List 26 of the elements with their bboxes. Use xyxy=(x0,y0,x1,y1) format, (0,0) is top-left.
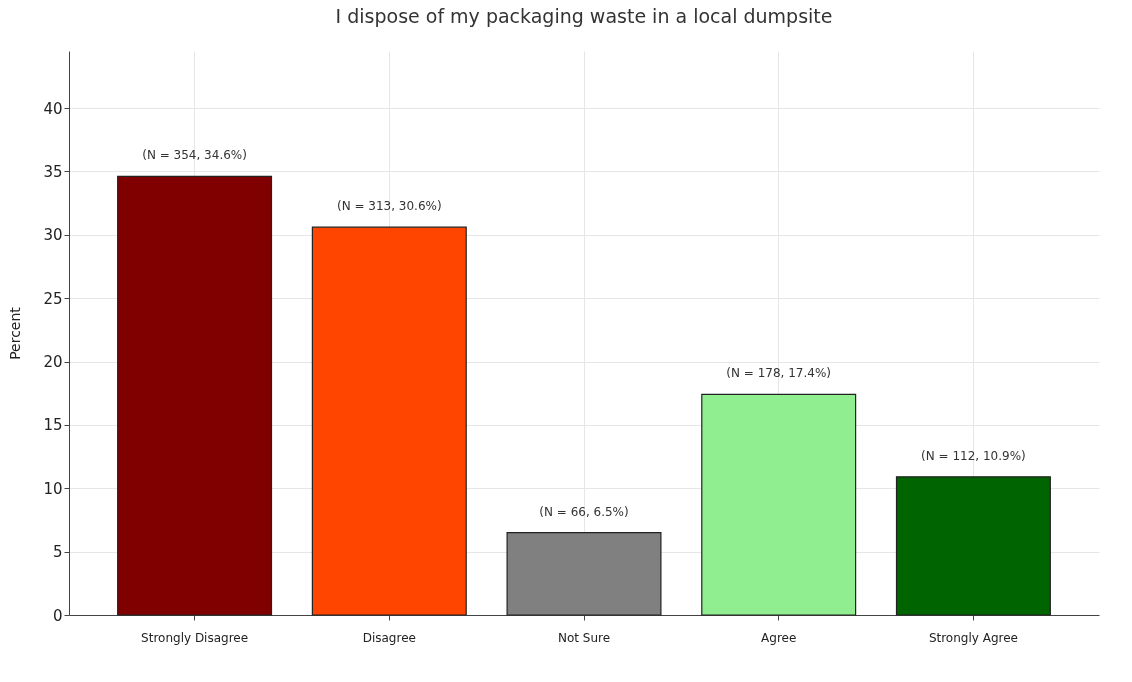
bar xyxy=(895,476,1051,616)
bar xyxy=(506,532,662,616)
y-tick-label: 15 xyxy=(43,416,63,435)
y-tick-label: 35 xyxy=(43,162,63,181)
y-tick-label: 10 xyxy=(43,479,63,498)
y-tick-label: 40 xyxy=(43,99,63,118)
y-tick-label: 30 xyxy=(43,226,63,245)
x-tick-label: Strongly Agree xyxy=(928,630,1018,645)
y-tick-label: 20 xyxy=(43,353,63,372)
data-label: (N = 354, 34.6%) xyxy=(142,148,247,163)
bar xyxy=(117,175,273,616)
y-tick-label: 0 xyxy=(52,606,63,625)
y-axis-title: Percent xyxy=(7,306,24,360)
y-tick-label: 25 xyxy=(43,289,63,308)
data-label: (N = 112, 10.9%) xyxy=(921,448,1026,463)
y-tick-label: 5 xyxy=(52,543,63,562)
bar xyxy=(701,393,857,616)
x-tick-label: Agree xyxy=(761,630,797,645)
x-tick-label: Not Sure xyxy=(557,630,611,645)
x-tick-label: Strongly Disagree xyxy=(141,630,249,645)
chart-title: I dispose of my packaging waste in a local dumpsite xyxy=(335,5,833,27)
x-tick-label: Disagree xyxy=(362,630,416,645)
data-label: (N = 66, 6.5%) xyxy=(539,504,629,519)
bar xyxy=(311,226,467,616)
data-label: (N = 313, 30.6%) xyxy=(336,199,442,214)
data-label: (N = 178, 17.4%) xyxy=(726,366,832,381)
